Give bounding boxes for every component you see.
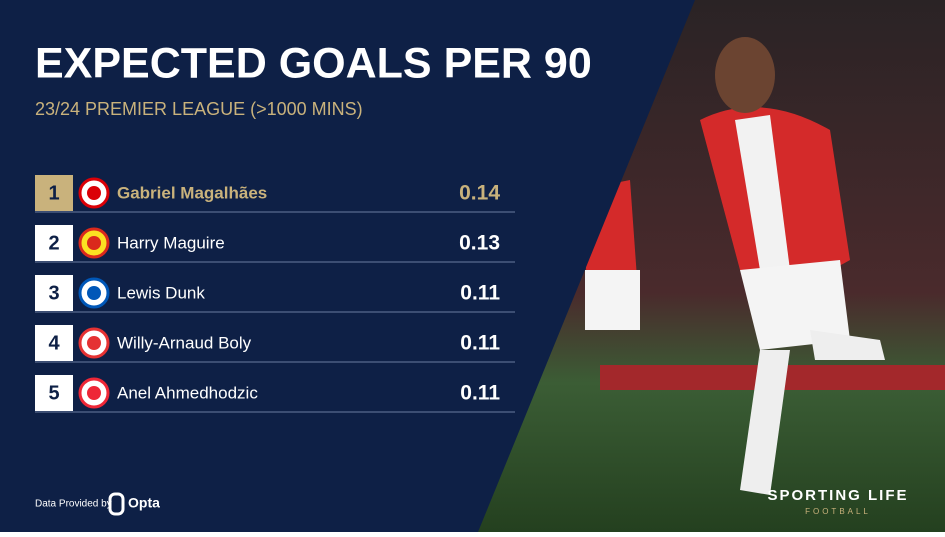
rank-box — [35, 175, 73, 211]
provider: Opta — [128, 495, 160, 511]
rank-box — [35, 375, 73, 411]
rank: 4 — [48, 332, 60, 354]
rank: 3 — [48, 282, 59, 304]
player-name: Gabriel Magalhães — [117, 183, 267, 202]
player-name: Willy-Arnaud Boly — [117, 333, 252, 352]
rank-box — [35, 325, 73, 361]
rank-box — [35, 275, 73, 311]
xg-value: 0.11 — [460, 282, 500, 305]
club-badge-inner — [87, 386, 101, 400]
club-badge-inner — [87, 286, 101, 300]
brand: SPORTING LIFE — [767, 487, 908, 504]
rank: 1 — [48, 182, 59, 204]
player-name: Harry Maguire — [117, 233, 225, 252]
title: EXPECTED GOALS PER 90 — [35, 39, 592, 87]
xg-value: 0.14 — [459, 182, 500, 205]
rank: 5 — [48, 382, 59, 404]
panel — [0, 0, 695, 532]
photo-player — [580, 37, 885, 495]
xg-value: 0.13 — [459, 232, 500, 255]
club-badge-inner — [87, 336, 101, 350]
club-badge-inner — [87, 236, 101, 250]
rank-box — [35, 225, 73, 261]
brand-sub: FOOTBALL — [805, 507, 871, 516]
player-name: Lewis Dunk — [117, 283, 205, 302]
club-badge-inner — [87, 186, 101, 200]
rank: 2 — [48, 232, 59, 254]
xg-value: 0.11 — [460, 332, 500, 355]
xg-value: 0.11 — [460, 382, 500, 405]
subtitle: 23/24 PREMIER LEAGUE (>1000 MINS) — [35, 99, 363, 119]
credit: Data Provided by — [35, 499, 112, 510]
opta-logo — [108, 492, 125, 516]
player-name: Anel Ahmedhodzic — [117, 383, 258, 402]
